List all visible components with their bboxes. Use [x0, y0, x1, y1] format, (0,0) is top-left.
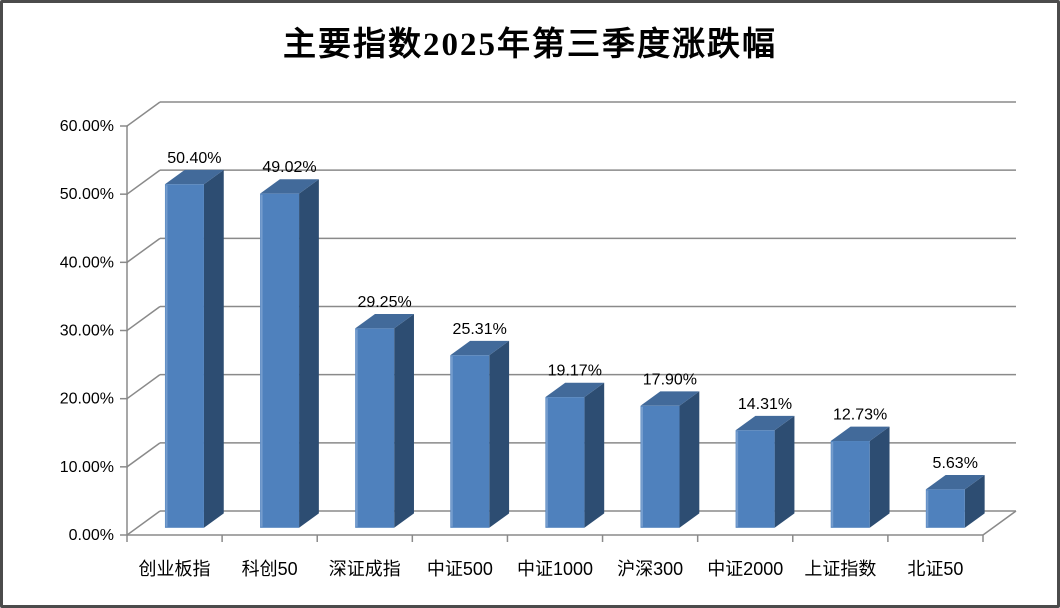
- gridline-depth: [126, 305, 161, 332]
- bar-value-label: 5.63%: [933, 455, 978, 472]
- bar: [260, 179, 319, 528]
- bar-front-face: [260, 193, 300, 528]
- bar-top-face: [545, 382, 605, 398]
- gridline-depth: [126, 374, 161, 400]
- y-tick-label: 50.00%: [60, 186, 114, 203]
- y-tick-label: 40.00%: [60, 254, 114, 271]
- bar-front-face: [925, 489, 965, 528]
- bar-front-face: [735, 430, 775, 528]
- bar: [925, 475, 985, 528]
- bar-value-label: 29.25%: [357, 294, 411, 311]
- category-label: 科创50: [242, 559, 298, 579]
- category-label: 中证1000: [517, 559, 593, 579]
- y-tick-label: 10.00%: [60, 459, 114, 476]
- y-tick-label: 60.00%: [60, 118, 114, 135]
- category-label: 沪深300: [617, 559, 683, 579]
- bar-side-face: [299, 179, 319, 528]
- y-tick-label: 0.00%: [69, 527, 114, 544]
- bar: [355, 314, 414, 528]
- category-label: 创业板指: [139, 559, 211, 579]
- bar-top-face: [355, 314, 414, 329]
- bar: [450, 340, 510, 528]
- bar-side-face: [774, 415, 795, 528]
- bar-front-face: [640, 405, 680, 528]
- gridline-depth: [126, 510, 161, 536]
- bar-value-label: 12.73%: [833, 407, 887, 424]
- bar-value-label: 49.02%: [262, 159, 316, 176]
- category-label: 中证2000: [707, 559, 783, 579]
- category-label: 深证成指: [329, 559, 401, 579]
- bar-value-label: 25.31%: [453, 321, 507, 338]
- bar-top-face: [260, 179, 319, 194]
- bar-value-label: 50.40%: [167, 150, 221, 167]
- bar-side-face: [394, 314, 414, 528]
- bar-front-face: [355, 328, 395, 528]
- bar: [640, 391, 700, 528]
- bar: [545, 382, 605, 528]
- category-label: 上证指数: [804, 559, 876, 579]
- bar-front-face: [164, 184, 204, 528]
- bar-value-label: 14.31%: [738, 396, 792, 413]
- gridline-depth: [126, 237, 161, 263]
- gridline-depth: [126, 101, 161, 127]
- bar: [164, 169, 224, 528]
- bar-side-face: [679, 391, 700, 528]
- bar-top-face: [164, 169, 224, 185]
- y-tick-label: 30.00%: [60, 323, 114, 340]
- chart-plot-area: 60.00% 50.00% 40.00% 30.00% 20.00% 10.00% 0.00…: [60, 101, 1017, 579]
- bar-side-face: [584, 382, 605, 528]
- bar-side-face: [869, 426, 890, 528]
- bar-top-face: [735, 415, 795, 431]
- floor-right-edge: [982, 510, 1017, 536]
- bar: [735, 415, 795, 528]
- category-label: 北证50: [907, 559, 963, 579]
- bar-side-face: [489, 340, 510, 528]
- gridline-depth: [126, 169, 161, 195]
- bar-top-face: [830, 426, 890, 442]
- bar-front-face: [830, 441, 870, 528]
- bar-top-face: [640, 391, 700, 406]
- y-tick-label: 20.00%: [60, 391, 114, 408]
- bar-front-face: [450, 355, 490, 528]
- bar-side-face: [964, 475, 985, 528]
- bar-top-face: [450, 340, 510, 356]
- gridline-depth: [126, 442, 161, 468]
- bar-side-face: [203, 169, 224, 528]
- bar: [830, 426, 890, 528]
- bar-top-face: [925, 475, 985, 490]
- category-label: 中证500: [427, 559, 493, 579]
- bar-front-face: [545, 397, 585, 528]
- bar-value-label: 19.17%: [548, 363, 602, 380]
- chart-title: 主要指数2025年第三季度涨跌幅: [283, 27, 777, 63]
- bar-value-label: 17.90%: [643, 371, 697, 388]
